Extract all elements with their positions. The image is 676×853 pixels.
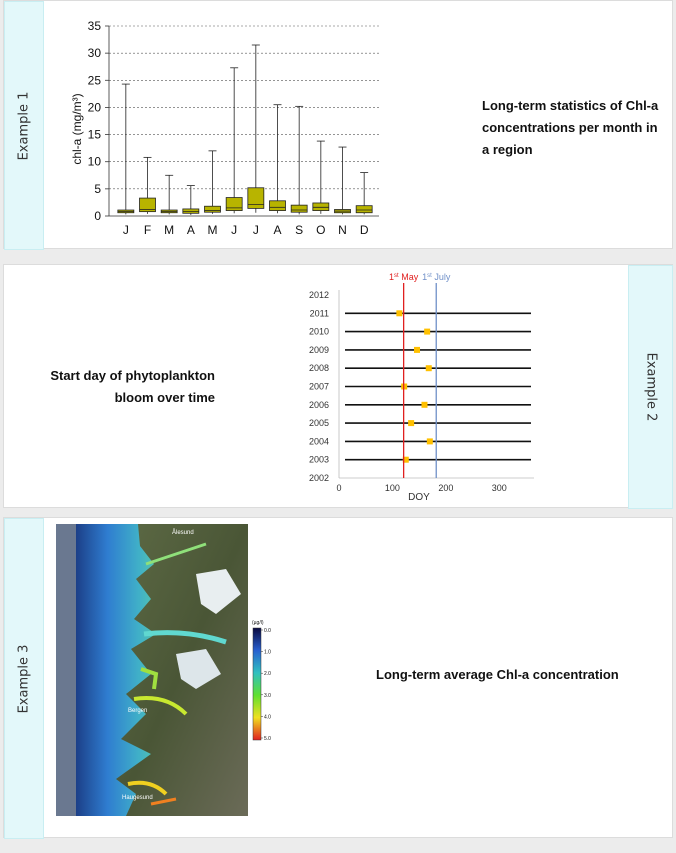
- y-tick-label: 2012: [309, 290, 329, 300]
- y-tick-label: 5: [94, 182, 101, 196]
- x-tick-label: J: [253, 223, 259, 237]
- box-iqr: [247, 187, 265, 209]
- bloom-start-point: [414, 346, 420, 353]
- box-iqr: [204, 205, 221, 213]
- y-tick-label: 2010: [309, 327, 329, 337]
- x-tick-label: S: [295, 223, 303, 237]
- example-1-tab: Example 1: [4, 1, 44, 250]
- example-3-description: Long-term average Chl-a concentration: [376, 667, 619, 682]
- example-2-tab: Example 2: [628, 265, 673, 509]
- y-tick-label: 2003: [309, 455, 329, 465]
- fjord: [145, 542, 207, 566]
- x-tick-label: 200: [438, 483, 453, 493]
- bloom-start-point: [425, 365, 432, 372]
- chla-average-map: Ålesund Bergen Haugesund: [56, 524, 248, 816]
- box-iqr: [225, 197, 243, 211]
- colorbar-tick-label: 1.0: [264, 650, 271, 656]
- x-tick-label: F: [144, 223, 151, 237]
- x-tick-label: M: [164, 223, 174, 237]
- y-tick-label: 30: [88, 46, 102, 60]
- colorbar-tick-label: 5.0: [264, 736, 271, 742]
- example-3-panel: Example 3 Ålesund Bergen H: [3, 517, 673, 839]
- y-tick-label: 2007: [309, 382, 329, 392]
- y-tick-label: 20: [88, 100, 102, 114]
- x-tick-label: A: [273, 223, 281, 237]
- chla-colorbar: (µg/l) 0.0 1.0 2.0 3.0 4.0 5.0: [252, 620, 271, 742]
- place-label-bergen: Bergen: [128, 708, 147, 714]
- example-3-tab-label: Example 3: [16, 644, 32, 713]
- box-iqr: [269, 200, 286, 211]
- snow-area: [196, 569, 241, 614]
- x-tick-label: M: [208, 223, 218, 237]
- y-tick-label: 35: [88, 19, 102, 33]
- fjord: [150, 797, 177, 806]
- y-tick-label: 15: [88, 128, 102, 142]
- example-2-description-text: Start day of phytoplankton bloom over ti…: [50, 368, 215, 405]
- bloom-start-point: [421, 401, 428, 408]
- colorbar-tick-label: 4.0: [264, 714, 271, 720]
- y-axis-label: chl-a (mg/m³): [70, 93, 84, 164]
- example-2-tab-label: Example 2: [643, 352, 658, 422]
- example-1-panel: Example 1 0 5 10 15 20 25 30 35 J F M A M J J A S O N D chl…: [3, 0, 673, 250]
- y-tick-label: 2009: [309, 345, 329, 355]
- colorbar-tick-label: 3.0: [264, 693, 271, 699]
- x-tick-label: O: [316, 223, 325, 237]
- x-tick-label: N: [338, 223, 347, 237]
- fjord: [127, 780, 168, 796]
- y-tick-label: 0: [94, 209, 101, 223]
- bloom-start-point: [424, 328, 431, 335]
- fjord: [140, 667, 159, 690]
- x-tick-label: J: [231, 223, 237, 237]
- place-label-haugesund: Haugesund: [122, 795, 153, 801]
- box-iqr: [312, 202, 330, 211]
- y-tick-label: 2011: [310, 308, 329, 318]
- bloom-start-chart: 2002 2003 2004 2005 2006 2007 2008 2009 2010 2011…: [309, 272, 534, 503]
- x-axis-label: DOY: [408, 492, 430, 503]
- example-2-panel: Start day of phytoplankton bloom over ti…: [3, 264, 673, 509]
- colorbar-gradient: [252, 627, 262, 741]
- example-1-tab-label: Example 1: [16, 91, 32, 160]
- reference-label: 1st July: [422, 272, 451, 282]
- colorbar-tick-label: 2.0: [264, 671, 271, 677]
- colorbar-tick-label: 0.0: [264, 628, 271, 634]
- y-tick-label: 10: [88, 155, 102, 169]
- place-label-alesund: Ålesund: [172, 529, 194, 536]
- x-tick-label: A: [187, 223, 195, 237]
- example-2-description: Start day of phytoplankton bloom over ti…: [20, 365, 220, 409]
- snow-area: [176, 649, 221, 689]
- y-tick-label: 2002: [309, 473, 329, 483]
- bloom-start-point: [426, 438, 433, 445]
- bloom-start-point: [396, 310, 403, 317]
- bloom-start-point: [402, 456, 409, 463]
- y-tick-label: 2005: [309, 418, 329, 428]
- colorbar-title: (µg/l): [252, 620, 264, 626]
- example-3-tab: Example 3: [4, 518, 44, 839]
- x-tick-label: 100: [385, 483, 400, 493]
- x-tick-label: J: [123, 223, 129, 237]
- box-iqr: [355, 205, 373, 214]
- fjord: [143, 630, 227, 645]
- example-1-description: Long-term statistics of Chl-a concentrat…: [482, 98, 659, 157]
- y-tick-label: 2008: [309, 363, 329, 373]
- box-iqr: [290, 204, 308, 213]
- box-iqr: [182, 208, 200, 214]
- x-tick-label: 300: [492, 483, 507, 493]
- x-tick-label: 0: [336, 483, 341, 493]
- reference-label: 1st May: [389, 272, 419, 282]
- x-tick-label: D: [360, 223, 369, 237]
- bloom-start-point: [408, 420, 415, 427]
- y-tick-label: 2004: [309, 436, 329, 446]
- y-tick-label: 2006: [309, 400, 329, 410]
- y-tick-label: 25: [88, 73, 102, 87]
- box-iqr: [139, 197, 156, 213]
- fjord: [133, 696, 188, 716]
